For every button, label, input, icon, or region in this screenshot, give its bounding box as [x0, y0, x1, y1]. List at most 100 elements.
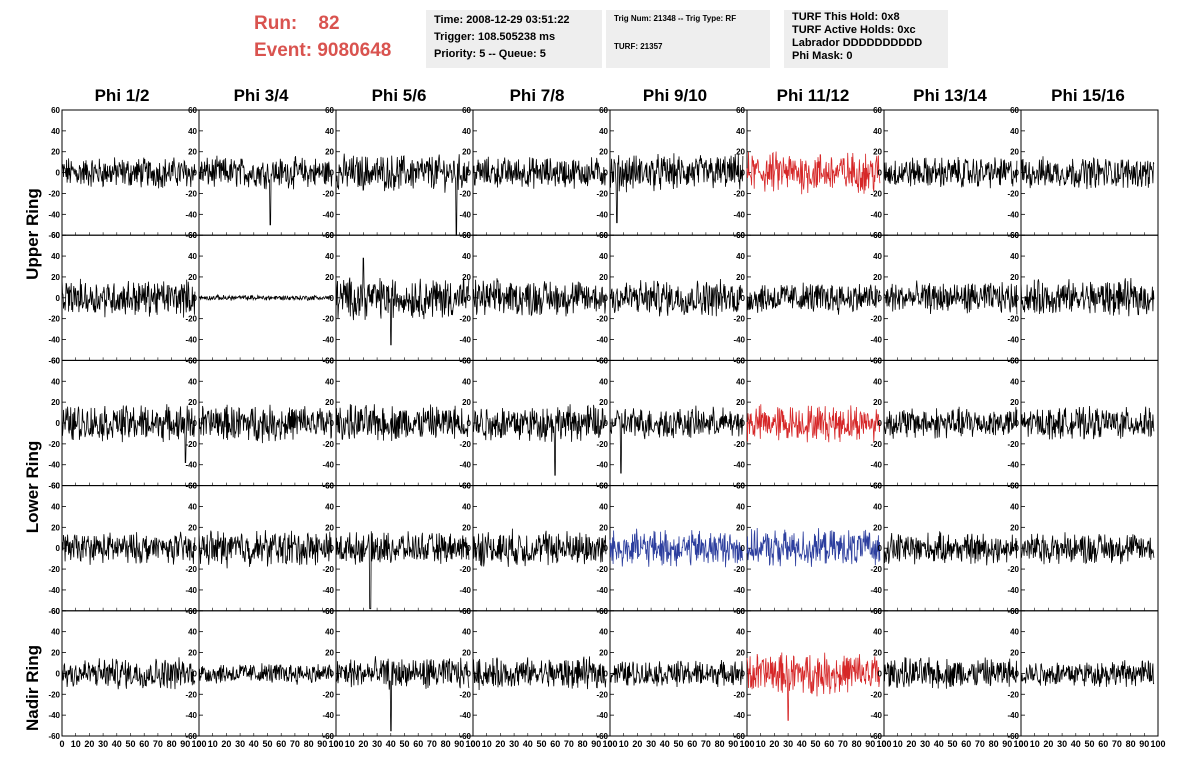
y-tick-label: 60: [873, 106, 882, 115]
y-tick-label: 20: [873, 649, 882, 658]
y-tick-label: -20: [459, 189, 471, 198]
y-tick-label: 60: [51, 482, 60, 491]
x-tick-label: 60: [961, 739, 971, 749]
y-tick-label: -40: [185, 711, 197, 720]
y-tick-label: -60: [48, 231, 60, 240]
y-tick-label: -20: [733, 315, 745, 324]
x-tick-label: 50: [1084, 739, 1094, 749]
y-tick-label: -40: [1007, 711, 1019, 720]
y-tick-label: 0: [604, 544, 609, 553]
y-tick-label: 20: [51, 273, 60, 282]
y-tick-label: -20: [48, 690, 60, 699]
y-tick-label: 40: [51, 127, 60, 136]
y-tick-label: 60: [188, 482, 197, 491]
y-tick-label: -40: [733, 210, 745, 219]
y-tick-label: 60: [1010, 231, 1019, 240]
y-tick-label: 20: [188, 148, 197, 157]
y-tick-label: 40: [51, 377, 60, 386]
waveform-trace: [883, 406, 1018, 439]
y-tick-label: 20: [462, 148, 471, 157]
y-tick-label: 40: [325, 252, 334, 261]
y-tick-label: 60: [462, 231, 471, 240]
y-tick-label: 40: [51, 252, 60, 261]
y-tick-label: 20: [873, 148, 882, 157]
y-tick-label: -40: [733, 711, 745, 720]
x-tick-label: 20: [495, 739, 505, 749]
y-tick-label: -40: [48, 210, 60, 219]
y-tick-label: 40: [736, 377, 745, 386]
x-tick-label: 100: [876, 739, 891, 749]
x-tick-label: 50: [399, 739, 409, 749]
y-tick-label: 0: [330, 419, 335, 428]
y-tick-label: 0: [56, 669, 61, 678]
x-tick-label: 60: [139, 739, 149, 749]
y-tick-label: -60: [596, 231, 608, 240]
run-value: 82: [318, 13, 340, 34]
x-tick-label: 0: [881, 739, 886, 749]
column-header-phi-13-14: Phi 13/14: [913, 86, 987, 105]
y-tick-label: -20: [322, 315, 334, 324]
y-tick-label: -40: [733, 336, 745, 345]
y-tick-label: -40: [733, 586, 745, 595]
x-tick-label: 60: [550, 739, 560, 749]
x-tick-label: 70: [153, 739, 163, 749]
y-tick-label: -20: [870, 565, 882, 574]
y-tick-label: -40: [870, 461, 882, 470]
x-tick-label: 30: [372, 739, 382, 749]
y-tick-label: 20: [462, 273, 471, 282]
y-tick-label: 20: [51, 398, 60, 407]
y-tick-label: 40: [873, 127, 882, 136]
y-tick-label: -60: [459, 732, 471, 741]
x-tick-label: 30: [783, 739, 793, 749]
y-tick-label: 0: [330, 669, 335, 678]
y-tick-label: -20: [459, 440, 471, 449]
waveform-trace: [746, 527, 881, 567]
y-tick-label: 0: [330, 294, 335, 303]
y-tick-label: 20: [599, 523, 608, 532]
column-header-phi-15-16: Phi 15/16: [1051, 86, 1125, 105]
y-tick-label: 40: [1010, 628, 1019, 637]
y-tick-label: 0: [467, 294, 472, 303]
x-tick-label: 20: [632, 739, 642, 749]
y-tick-label: 20: [325, 649, 334, 658]
y-tick-label: 40: [599, 252, 608, 261]
y-tick-label: 20: [599, 273, 608, 282]
y-tick-label: -20: [185, 565, 197, 574]
y-tick-label: 60: [462, 106, 471, 115]
y-tick-label: 40: [188, 628, 197, 637]
y-tick-label: 0: [56, 294, 61, 303]
y-tick-label: -40: [48, 461, 60, 470]
y-tick-label: 0: [467, 669, 472, 678]
y-tick-label: 60: [873, 356, 882, 365]
x-tick-label: 10: [1030, 739, 1040, 749]
y-tick-label: 40: [599, 377, 608, 386]
waveform-trace: [61, 278, 196, 318]
x-tick-label: 80: [167, 739, 177, 749]
y-tick-label: 20: [51, 523, 60, 532]
y-tick-label: 0: [741, 419, 746, 428]
y-tick-label: -40: [1007, 461, 1019, 470]
y-tick-label: 40: [873, 502, 882, 511]
y-tick-label: 20: [462, 398, 471, 407]
y-tick-label: 40: [188, 377, 197, 386]
y-tick-label: 60: [1010, 607, 1019, 616]
x-tick-label: 50: [673, 739, 683, 749]
waveform-trace: [198, 663, 333, 685]
y-tick-label: -60: [459, 231, 471, 240]
turf-active-holds-text: TURF Active Holds: 0xc: [792, 24, 916, 36]
y-tick-label: -20: [1007, 565, 1019, 574]
y-tick-label: -20: [1007, 690, 1019, 699]
event-label: Event:: [254, 40, 313, 61]
panel-frame: [335, 610, 474, 737]
column-header-phi-3-4: Phi 3/4: [233, 86, 289, 105]
y-tick-label: 20: [188, 398, 197, 407]
x-tick-label: 70: [1112, 739, 1122, 749]
y-tick-label: 40: [1010, 502, 1019, 511]
y-tick-label: 40: [1010, 377, 1019, 386]
x-tick-label: 30: [509, 739, 519, 749]
x-tick-label: 80: [989, 739, 999, 749]
y-tick-label: -20: [322, 565, 334, 574]
y-tick-label: -60: [185, 231, 197, 240]
y-tick-label: -20: [870, 315, 882, 324]
